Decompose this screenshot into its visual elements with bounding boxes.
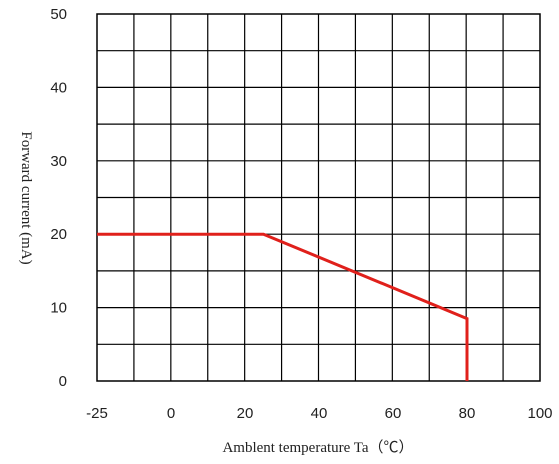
x-tick-label: 80 xyxy=(459,405,476,422)
y-tick-label: 10 xyxy=(50,300,67,317)
x-tick-label: 60 xyxy=(385,405,402,422)
y-axis-title: Forward current (mA) xyxy=(18,131,34,264)
series-line-0 xyxy=(97,232,469,381)
y-tick-label: 0 xyxy=(59,373,67,390)
plot-frame xyxy=(96,13,541,382)
x-tick-label: 40 xyxy=(311,405,328,422)
y-tick-label: 50 xyxy=(50,6,67,23)
series-layer xyxy=(97,232,469,381)
x-tick-label: 20 xyxy=(237,405,254,422)
x-tick-label: -25 xyxy=(86,405,108,422)
y-tick-label: 40 xyxy=(50,79,67,96)
x-tick-label: 0 xyxy=(167,405,175,422)
y-tick-label: 30 xyxy=(50,153,67,170)
plot-grid xyxy=(97,14,540,381)
y-tick-label: 20 xyxy=(50,226,67,243)
x-tick-label: 100 xyxy=(527,405,552,422)
x-axis-title: Amblent temperature Ta（℃） xyxy=(222,439,413,456)
y-tick-labels: 0 10 20 30 40 50 xyxy=(50,6,67,390)
x-tick-labels: -25 0 20 40 60 80 100 xyxy=(86,405,552,422)
